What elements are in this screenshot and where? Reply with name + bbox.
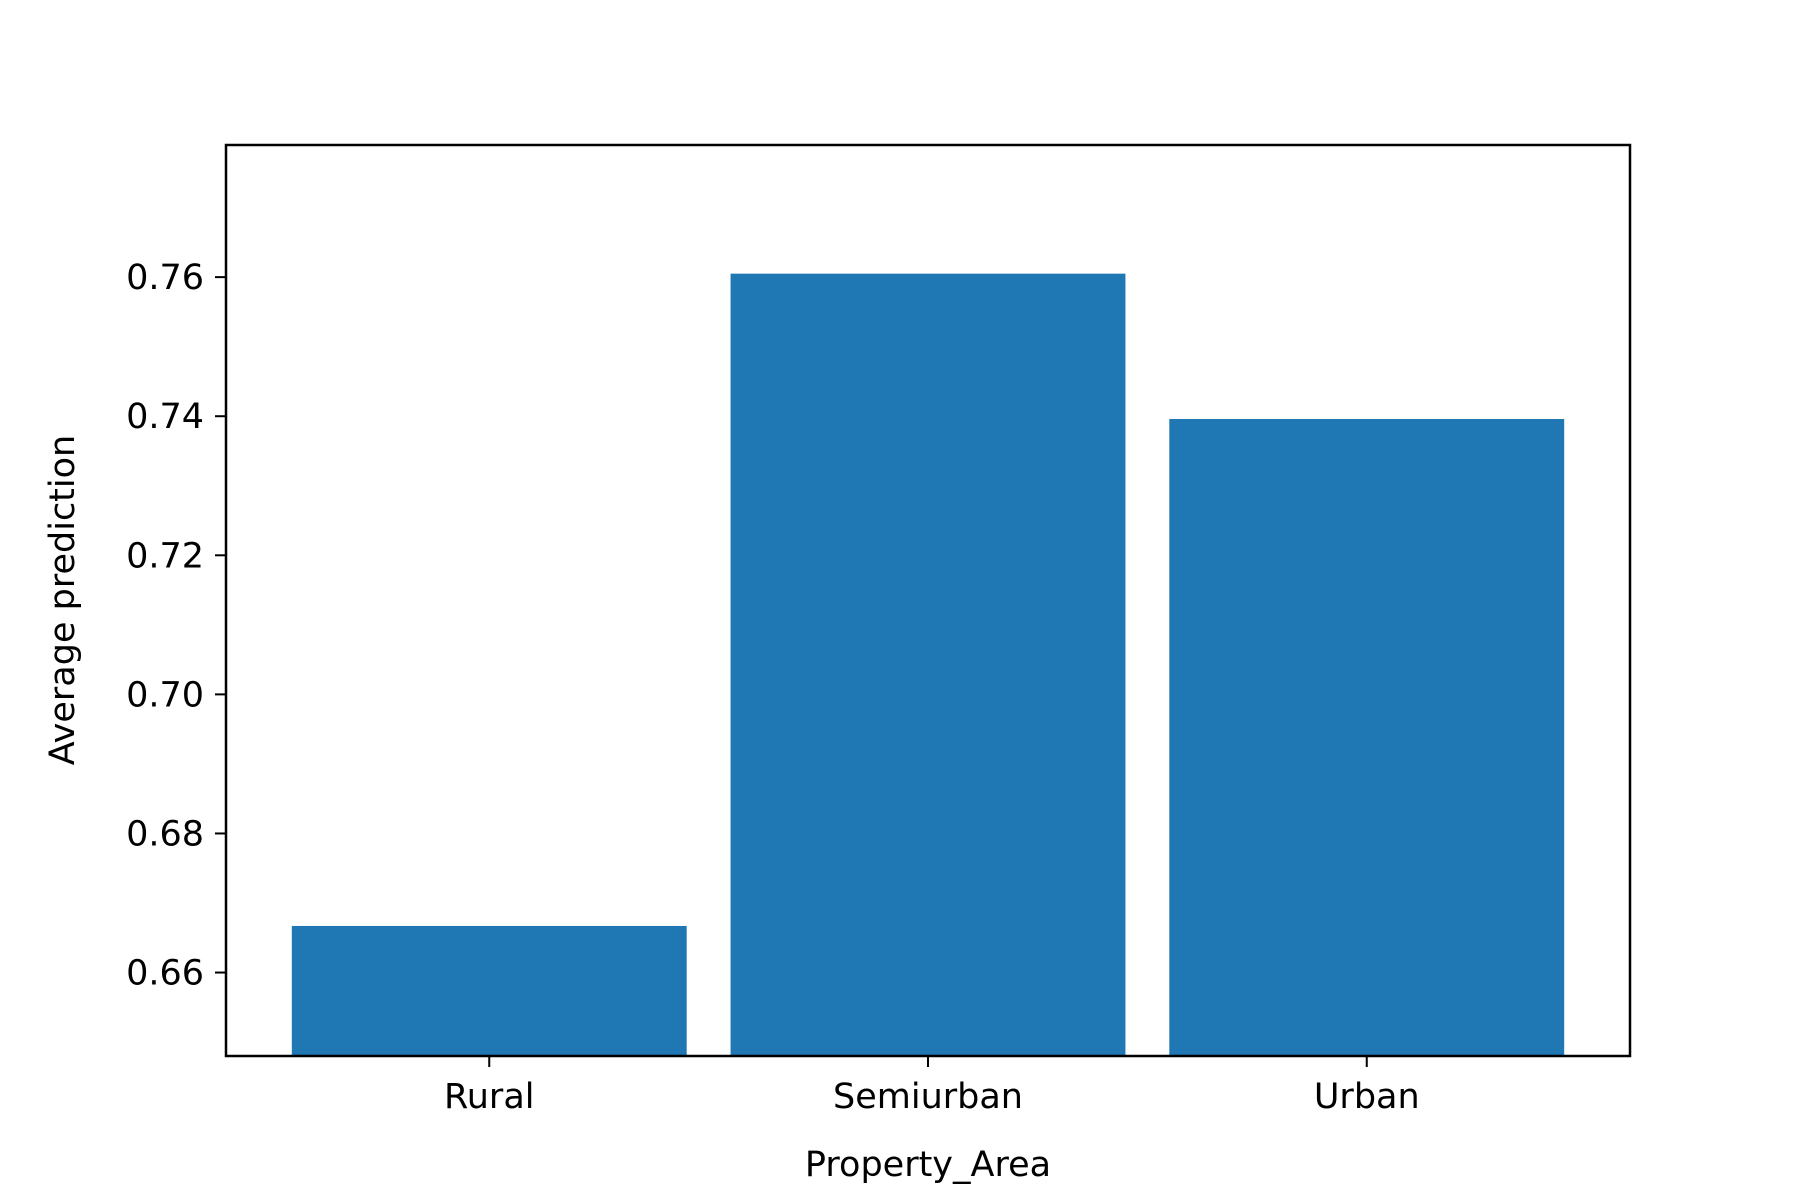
y-tick-label: 0.74	[126, 397, 204, 437]
bars-layer	[291, 273, 1565, 1056]
bar-semiurban	[730, 273, 1126, 1056]
x-axis-label: Property_Area	[805, 1145, 1051, 1185]
x-tick-label: Urban	[1314, 1077, 1420, 1117]
x-tick-label: Semiurban	[833, 1077, 1023, 1117]
x-axis: Rural Semiurban Urban	[444, 1056, 1420, 1117]
y-tick-label: 0.72	[126, 536, 204, 576]
y-tick-label: 0.66	[126, 954, 204, 994]
y-tick-label: 0.68	[126, 814, 204, 854]
y-axis-label: Average prediction	[43, 435, 83, 765]
x-tick-label: Rural	[444, 1077, 535, 1117]
y-axis: 0.66 0.68 0.70 0.72 0.74 0.76	[126, 258, 226, 994]
bar-rural	[291, 925, 687, 1056]
y-tick-label: 0.70	[126, 675, 204, 715]
bar-urban	[1169, 418, 1565, 1056]
y-tick-label: 0.76	[126, 258, 204, 298]
